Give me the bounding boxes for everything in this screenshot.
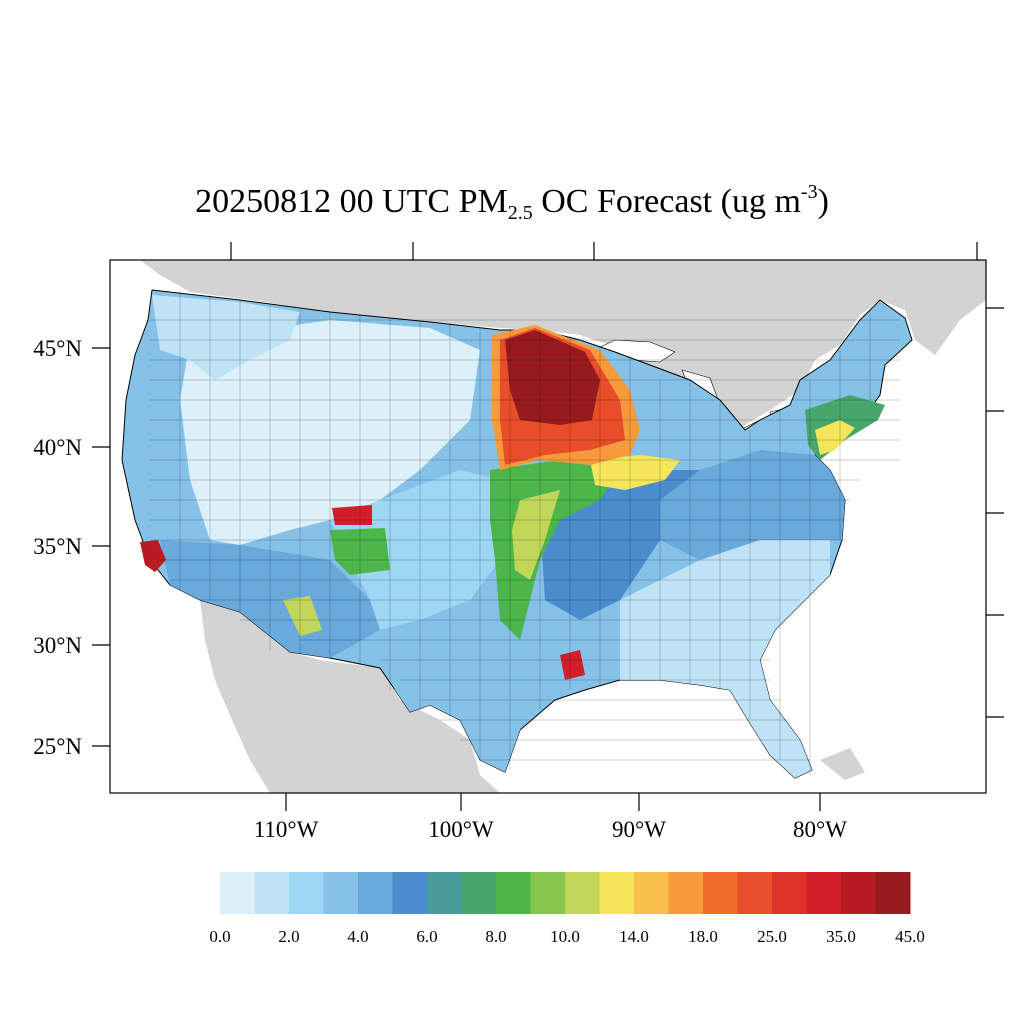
colorbar-label: 10.0 <box>550 927 580 946</box>
lat-label-35: 35°N <box>33 534 82 559</box>
map-frame <box>109 259 987 794</box>
lat-label-40: 40°N <box>33 435 82 460</box>
region-northwest <box>152 295 300 380</box>
colorbar-label: 8.0 <box>485 927 506 946</box>
colorbar-swatch <box>668 872 704 914</box>
title-middle: OC Forecast (ug m <box>532 183 801 220</box>
california-hotspot <box>140 540 166 572</box>
colorbar-swatch <box>289 872 324 914</box>
colorbar-label: 2.0 <box>278 927 299 946</box>
lon-label-90w: 90°W <box>612 817 666 842</box>
colorbar-swatch <box>599 872 635 914</box>
title-subscript: 2.5 <box>507 202 533 224</box>
colorbar-swatch <box>737 872 773 914</box>
region-southeast <box>620 540 830 778</box>
lat-label-45: 45°N <box>33 336 82 361</box>
colorbar-swatch <box>875 872 911 914</box>
colorbar-label: 4.0 <box>347 927 368 946</box>
colorbar-label: 14.0 <box>619 927 649 946</box>
right-ticks <box>986 307 1004 718</box>
colorbar-swatch <box>461 872 497 914</box>
colorbar-labels: 0.0 2.0 4.0 6.0 8.0 10.0 14.0 18.0 25.0 35.0 45.0 <box>209 927 925 946</box>
top-ticks <box>230 242 978 260</box>
colorbar-swatch <box>392 872 428 914</box>
region-midatlantic <box>660 450 845 560</box>
colorbar-swatch <box>634 872 669 914</box>
mexico-land <box>200 600 500 793</box>
region-texas <box>380 600 545 772</box>
colorbar <box>220 872 911 914</box>
colorbar-swatch <box>703 872 738 914</box>
colorbar-label: 6.0 <box>416 927 437 946</box>
title-suffix: ) <box>817 183 829 220</box>
northeast-yellow <box>815 420 855 455</box>
colorbar-swatch <box>772 872 807 914</box>
colorbar-swatch <box>565 872 600 914</box>
region-plains <box>330 470 500 630</box>
lon-label-100w: 100°W <box>428 817 494 842</box>
map-title: 20250812 00 UTC PM2.5 OC Forecast (ug m-… <box>0 181 1024 224</box>
colorbar-label: 18.0 <box>688 927 718 946</box>
lon-label-110w: 110°W <box>254 817 319 842</box>
lat-label-25: 25°N <box>33 734 82 759</box>
arizona-patch <box>283 596 322 636</box>
county-grid <box>150 290 900 775</box>
colorbar-swatch <box>220 872 255 914</box>
colorbar-swatch <box>841 872 876 914</box>
colorbar-swatch <box>806 872 842 914</box>
canada-land <box>140 260 986 440</box>
colorbar-label: 35.0 <box>826 927 856 946</box>
colorbar-label: 45.0 <box>895 927 925 946</box>
plume-yellowgreen <box>512 490 560 580</box>
hotspot-darkred <box>505 330 600 425</box>
colorado-patch <box>332 505 372 525</box>
colorbar-swatch <box>496 872 531 914</box>
caribbean-land <box>820 748 865 780</box>
colorbar-swatch <box>323 872 359 914</box>
colorbar-swatch <box>358 872 393 914</box>
colorbar-label: 25.0 <box>757 927 787 946</box>
lon-label-80w: 80°W <box>793 817 847 842</box>
title-superscript: -3 <box>800 181 818 203</box>
colorbar-swatch <box>254 872 290 914</box>
louisiana-hotspot <box>560 650 585 680</box>
title-prefix: 20250812 00 UTC PM <box>195 183 508 220</box>
colorbar-label: 0.0 <box>209 927 230 946</box>
left-ticks <box>92 347 110 747</box>
colorbar-swatch <box>530 872 566 914</box>
colorbar-swatch <box>427 872 462 914</box>
bottom-ticks <box>285 793 821 811</box>
plume-ohio <box>590 455 680 490</box>
lat-label-30: 30°N <box>33 633 82 658</box>
